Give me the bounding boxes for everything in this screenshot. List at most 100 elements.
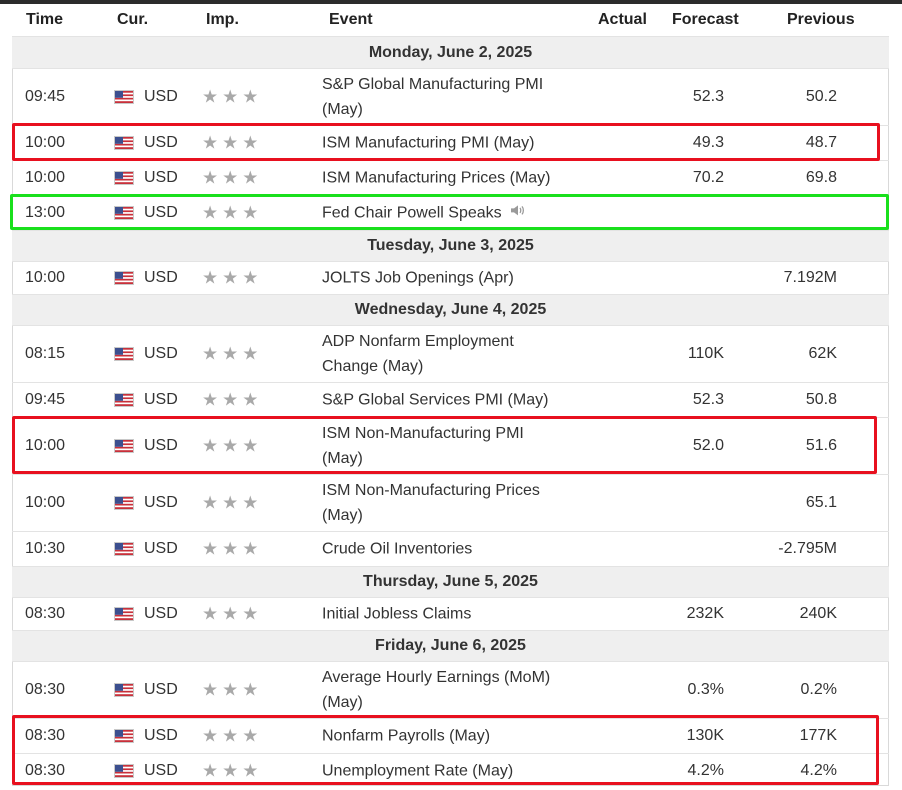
event-row[interactable]: 13:00 USD ★★★ Fed Chair Powell Speaks bbox=[12, 195, 889, 230]
importance-stars: ★★★ bbox=[202, 726, 262, 747]
event-name-text[interactable]: ISM Manufacturing PMI (May) bbox=[322, 134, 535, 152]
event-name-text[interactable]: Average Hourly Earnings (MoM) (May) bbox=[322, 669, 551, 711]
day-header-row: Friday, June 6, 2025 bbox=[12, 630, 889, 661]
event-previous: 0.2% bbox=[800, 681, 837, 698]
star-icon: ★ bbox=[242, 679, 263, 700]
event-name-text[interactable]: ISM Non-Manufacturing PMI (May) bbox=[322, 425, 524, 467]
event-row[interactable]: 08:15 USD ★★★ ADP Nonfarm Employment Change… bbox=[12, 325, 889, 382]
star-icon: ★ bbox=[222, 167, 243, 188]
event-currency: USD bbox=[144, 681, 178, 698]
event-name[interactable]: Unemployment Rate (May) bbox=[322, 759, 567, 784]
event-previous: 62K bbox=[808, 345, 837, 362]
event-name-text[interactable]: ISM Non-Manufacturing Prices (May) bbox=[322, 482, 540, 524]
event-name-text[interactable]: Crude Oil Inventories bbox=[322, 540, 473, 558]
us-flag-icon bbox=[114, 171, 134, 185]
event-name[interactable]: ADP Nonfarm Employment Change (May) bbox=[322, 329, 567, 379]
event-name-text[interactable]: S&P Global Manufacturing PMI (May) bbox=[322, 76, 544, 118]
star-icon: ★ bbox=[222, 86, 243, 107]
event-currency: USD bbox=[144, 727, 178, 744]
event-previous: 177K bbox=[799, 727, 837, 744]
event-row[interactable]: 10:30 USD ★★★ Crude Oil Inventories -2.795M bbox=[12, 531, 889, 566]
event-currency: USD bbox=[144, 345, 178, 362]
event-forecast: 232K bbox=[686, 605, 724, 622]
importance-stars: ★★★ bbox=[202, 390, 262, 411]
event-row[interactable]: 09:45 USD ★★★ S&P Global Services PMI (May)… bbox=[12, 382, 889, 417]
event-name[interactable]: S&P Global Services PMI (May) bbox=[322, 388, 567, 413]
event-name[interactable]: ISM Manufacturing PMI (May) bbox=[322, 131, 567, 156]
event-name[interactable]: ISM Non-Manufacturing PMI (May) bbox=[322, 421, 567, 471]
event-forecast: 52.3 bbox=[692, 88, 724, 105]
day-label: Tuesday, June 3, 2025 bbox=[367, 237, 534, 254]
event-row[interactable]: 10:00 USD ★★★ ISM Manufacturing Prices (May… bbox=[12, 160, 889, 195]
event-name[interactable]: Initial Jobless Claims bbox=[322, 602, 567, 627]
importance-stars: ★★★ bbox=[202, 436, 262, 457]
star-icon: ★ bbox=[202, 603, 223, 624]
event-name-text[interactable]: ISM Manufacturing Prices (May) bbox=[322, 169, 551, 187]
event-name[interactable]: ISM Non-Manufacturing Prices (May) bbox=[322, 478, 567, 528]
importance-stars: ★★★ bbox=[202, 761, 262, 782]
column-header-time[interactable]: Time bbox=[26, 11, 64, 28]
event-previous: 50.8 bbox=[805, 391, 837, 408]
event-name-text[interactable]: Unemployment Rate (May) bbox=[322, 762, 514, 780]
star-icon: ★ bbox=[202, 538, 223, 559]
us-flag-icon bbox=[114, 764, 134, 778]
day-label: Monday, June 2, 2025 bbox=[368, 43, 533, 61]
star-icon: ★ bbox=[242, 492, 263, 513]
event-currency: USD bbox=[144, 437, 178, 454]
table-header: Time Cur. Imp. Event Actual Forecast Pre… bbox=[0, 4, 902, 36]
star-icon: ★ bbox=[202, 86, 223, 107]
event-name-text[interactable]: JOLTS Job Openings (Apr) bbox=[322, 269, 514, 287]
importance-stars: ★★★ bbox=[202, 203, 262, 224]
event-row[interactable]: 08:30 USD ★★★ Unemployment Rate (May) 4.2% 4.… bbox=[12, 753, 889, 788]
column-header-currency[interactable]: Cur. bbox=[117, 11, 149, 28]
event-previous: 48.7 bbox=[805, 134, 837, 151]
star-icon: ★ bbox=[222, 760, 243, 781]
event-previous: -2.795M bbox=[778, 540, 837, 557]
event-name[interactable]: ISM Manufacturing Prices (May) bbox=[322, 166, 567, 191]
day-label: Friday, June 6, 2025 bbox=[375, 637, 526, 654]
importance-stars: ★★★ bbox=[202, 344, 262, 365]
event-name-text[interactable]: Nonfarm Payrolls (May) bbox=[322, 727, 491, 745]
event-name-text[interactable]: Fed Chair Powell Speaks bbox=[322, 204, 502, 222]
us-flag-icon bbox=[114, 683, 134, 697]
event-name[interactable]: Crude Oil Inventories bbox=[322, 537, 567, 562]
event-time: 08:30 bbox=[25, 681, 66, 698]
event-currency: USD bbox=[144, 204, 178, 221]
star-icon: ★ bbox=[242, 267, 263, 288]
event-name[interactable]: Average Hourly Earnings (MoM) (May) bbox=[322, 665, 567, 715]
column-header-previous[interactable]: Previous bbox=[787, 11, 855, 28]
event-row[interactable]: 10:00 USD ★★★ JOLTS Job Openings (Apr) 7.192… bbox=[12, 261, 889, 294]
event-row[interactable]: 08:30 USD ★★★ Nonfarm Payrolls (May) 130K 177… bbox=[12, 718, 889, 753]
column-header-importance[interactable]: Imp. bbox=[206, 11, 239, 28]
star-icon: ★ bbox=[242, 389, 263, 410]
event-row[interactable]: 10:00 USD ★★★ ISM Non-Manufacturing Prices … bbox=[12, 474, 889, 531]
star-icon: ★ bbox=[202, 435, 223, 456]
day-header-row: Thursday, June 5, 2025 bbox=[12, 566, 889, 597]
event-row[interactable]: 10:00 USD ★★★ ISM Manufacturing PMI (May) 49… bbox=[12, 125, 889, 160]
event-name[interactable]: Nonfarm Payrolls (May) bbox=[322, 724, 567, 749]
event-time: 10:00 bbox=[25, 437, 66, 454]
event-currency: USD bbox=[144, 134, 178, 151]
star-icon: ★ bbox=[222, 679, 243, 700]
event-row[interactable]: 08:30 USD ★★★ Average Hourly Earnings (MoM)… bbox=[12, 661, 889, 718]
event-time: 09:45 bbox=[25, 391, 66, 408]
column-header-forecast[interactable]: Forecast bbox=[672, 11, 739, 28]
us-flag-icon bbox=[114, 206, 134, 220]
event-row[interactable]: 08:30 USD ★★★ Initial Jobless Claims 232K 240… bbox=[12, 597, 889, 630]
star-icon: ★ bbox=[242, 603, 263, 624]
event-name[interactable]: JOLTS Job Openings (Apr) bbox=[322, 266, 567, 291]
star-icon: ★ bbox=[222, 603, 243, 624]
event-name-text[interactable]: S&P Global Services PMI (May) bbox=[322, 391, 549, 409]
us-flag-icon bbox=[114, 607, 134, 621]
day-header-row: Monday, June 2, 2025 bbox=[12, 36, 889, 68]
event-time: 09:45 bbox=[25, 88, 66, 105]
event-name-text[interactable]: Initial Jobless Claims bbox=[322, 605, 472, 623]
event-previous: 7.192M bbox=[783, 269, 837, 286]
event-row[interactable]: 10:00 USD ★★★ ISM Non-Manufacturing PMI (Ma… bbox=[12, 417, 889, 474]
event-name[interactable]: S&P Global Manufacturing PMI (May) bbox=[322, 72, 567, 122]
event-row[interactable]: 09:45 USD ★★★ S&P Global Manufacturing PMI … bbox=[12, 68, 889, 125]
column-header-event[interactable]: Event bbox=[329, 11, 373, 28]
event-name-text[interactable]: ADP Nonfarm Employment Change (May) bbox=[322, 333, 514, 375]
event-name[interactable]: Fed Chair Powell Speaks bbox=[322, 200, 567, 225]
column-header-actual[interactable]: Actual bbox=[598, 11, 647, 28]
